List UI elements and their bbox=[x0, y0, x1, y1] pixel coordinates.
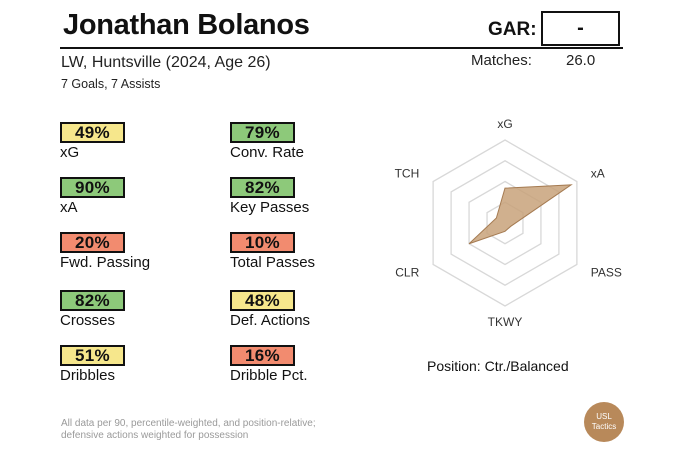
logo-line-1: USL bbox=[596, 412, 612, 421]
stat-badge: 16% bbox=[230, 345, 295, 366]
player-name: Jonathan Bolanos bbox=[63, 9, 310, 41]
stat-badge: 79% bbox=[230, 122, 295, 143]
position-text: Position: Ctr./Balanced bbox=[427, 358, 569, 374]
radar-axis-label-clr: CLR bbox=[395, 266, 419, 280]
stat-badge: 20% bbox=[60, 232, 125, 253]
stat-badge: 48% bbox=[230, 290, 295, 311]
radar-shape bbox=[468, 184, 573, 245]
stat-label: Dribbles bbox=[60, 367, 116, 384]
footnote-line-2: defensive actions weighted for possessio… bbox=[61, 430, 249, 441]
gar-value-box: - bbox=[541, 11, 620, 46]
stat-badge: 82% bbox=[230, 177, 295, 198]
stat-label: Crosses bbox=[60, 312, 116, 329]
matches-label: Matches: bbox=[471, 52, 532, 69]
stat-label: xA bbox=[60, 199, 78, 216]
stat-label: Def. Actions bbox=[230, 312, 311, 329]
logo-line-2: Tactics bbox=[591, 422, 617, 431]
radar-axis-label-xg: xG bbox=[497, 117, 512, 131]
gar-label: GAR: bbox=[488, 19, 537, 40]
stat-badge: 82% bbox=[60, 290, 125, 311]
radar-ring-4 bbox=[432, 139, 578, 307]
header-divider bbox=[60, 47, 623, 49]
stat-label: Fwd. Passing bbox=[60, 254, 151, 271]
stat-label: Total Passes bbox=[230, 254, 316, 271]
stat-xg: 49% xG bbox=[60, 122, 125, 161]
stat-dribble-pct: 16% Dribble Pct. bbox=[230, 345, 308, 384]
stat-crosses: 82% Crosses bbox=[60, 290, 125, 329]
stat-badge: 10% bbox=[230, 232, 295, 253]
player-subtitle: LW, Huntsville (2024, Age 26) bbox=[61, 54, 271, 71]
stat-badge: 49% bbox=[60, 122, 125, 143]
stat-fwd-passing: 20% Fwd. Passing bbox=[60, 232, 150, 271]
stat-dribbles: 51% Dribbles bbox=[60, 345, 125, 384]
stat-badge: 90% bbox=[60, 177, 125, 198]
goals-assists: 7 Goals, 7 Assists bbox=[61, 77, 161, 91]
radar-labels: xG xA PASS TKWY CLR TCH bbox=[395, 117, 622, 329]
stat-label: xG bbox=[60, 144, 80, 161]
radar-chart: xG xA PASS TKWY CLR TCH bbox=[395, 117, 622, 329]
stat-label: Key Passes bbox=[230, 199, 310, 216]
radar-axis-label-tkwy: TKWY bbox=[488, 315, 523, 329]
stat-label: Conv. Rate bbox=[230, 144, 304, 161]
footnote: All data per 90, percentile-weighted, an… bbox=[61, 418, 316, 442]
stat-xa: 90% xA bbox=[60, 177, 125, 216]
stat-badge: 51% bbox=[60, 345, 125, 366]
usl-tactics-logo: USL Tactics bbox=[584, 402, 624, 442]
stat-label: Dribble Pct. bbox=[230, 367, 308, 384]
stat-conv-rate: 79% Conv. Rate bbox=[230, 122, 304, 161]
radar-axis-label-pass: PASS bbox=[591, 266, 622, 280]
radar-axis-label-tch: TCH bbox=[395, 167, 420, 181]
matches-value: 26.0 bbox=[566, 52, 596, 69]
gar-value: - bbox=[577, 17, 584, 39]
radar-value-polygon bbox=[468, 184, 573, 245]
stat-key-passes: 82% Key Passes bbox=[230, 177, 309, 216]
stat-def-actions: 48% Def. Actions bbox=[230, 290, 310, 329]
radar-axis-label-xa: xA bbox=[591, 167, 605, 181]
stat-total-passes: 10% Total Passes bbox=[230, 232, 315, 271]
footnote-line-1: All data per 90, percentile-weighted, an… bbox=[61, 418, 316, 429]
